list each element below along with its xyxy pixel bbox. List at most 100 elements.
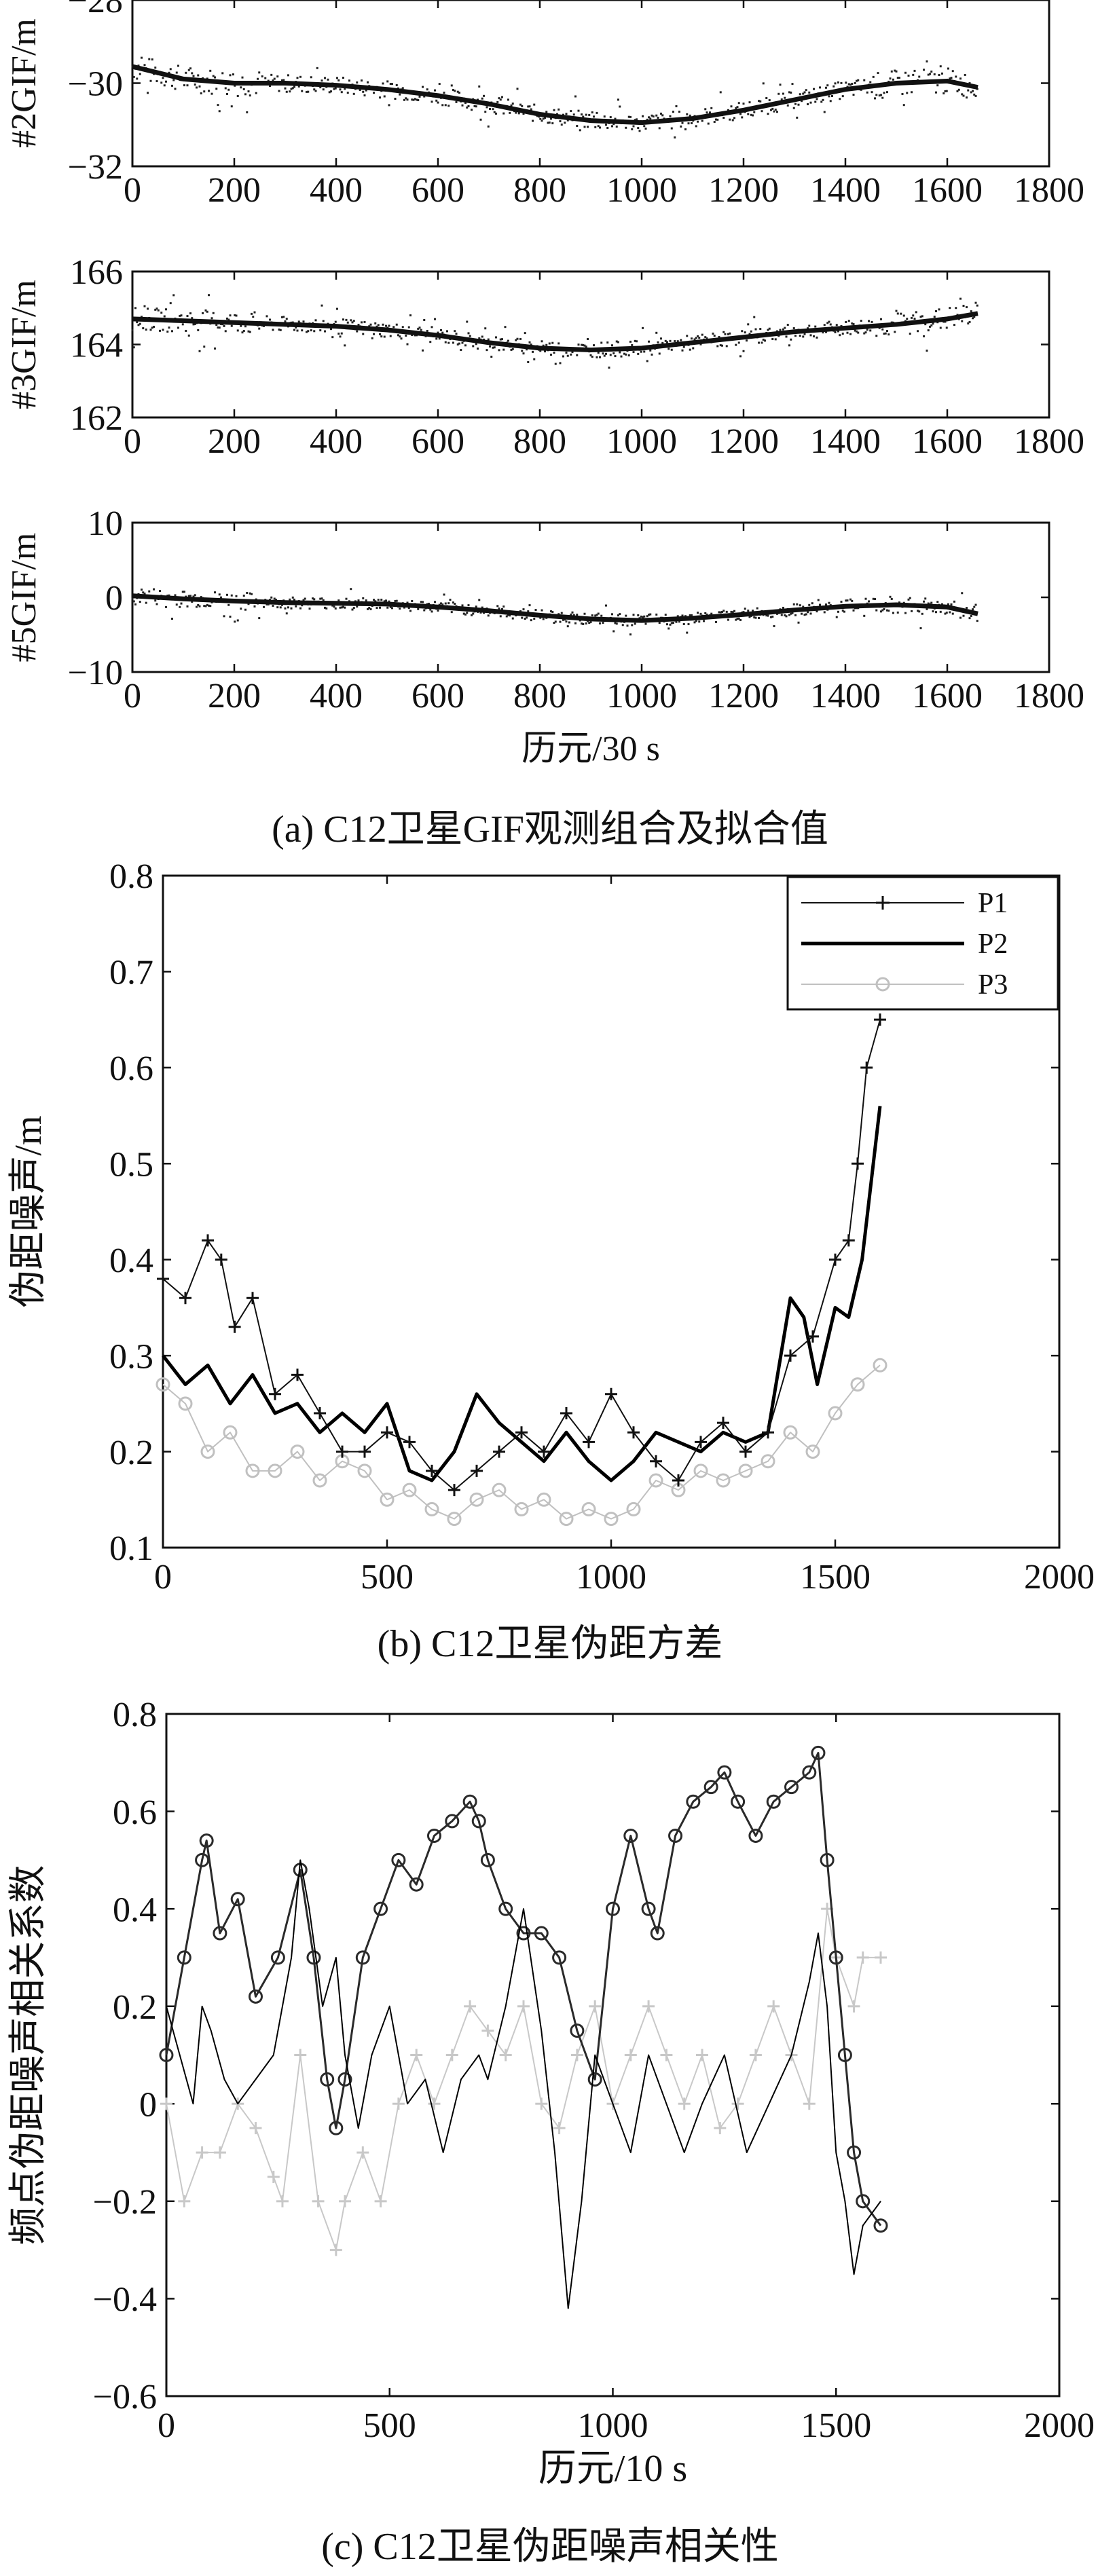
scatter-point (180, 602, 183, 605)
scatter-point (240, 324, 242, 327)
scatter-point (191, 600, 194, 603)
scatter-point (403, 606, 405, 609)
x-tick-label: 400 (310, 677, 363, 715)
scatter-point (967, 89, 970, 92)
scatter-point (822, 98, 824, 101)
x-tick-label: 1200 (708, 677, 779, 715)
scatter-point (906, 318, 909, 320)
scatter-point (244, 608, 246, 611)
scatter-point (131, 329, 134, 332)
scatter-point (660, 337, 662, 340)
scatter-point (191, 72, 194, 75)
scatter-point (340, 332, 343, 335)
scatter-point (399, 608, 401, 610)
scatter-point (211, 317, 213, 320)
scatter-point (386, 80, 389, 83)
scatter-point (208, 90, 210, 92)
scatter-point (629, 340, 632, 343)
scatter-point (643, 615, 646, 618)
scatter-point (359, 88, 361, 91)
circle-marker (373, 1901, 388, 1916)
scatter-point (160, 312, 163, 314)
scatter-point (611, 613, 613, 616)
scatter-point (307, 330, 310, 333)
x-tick-label: 1000 (576, 1558, 646, 1597)
scatter-point (454, 90, 456, 92)
scatter-point (440, 602, 442, 605)
scatter-point (715, 118, 717, 121)
plus-marker (660, 2049, 673, 2061)
scatter-point (455, 100, 458, 103)
plus-marker (589, 2000, 602, 2013)
scatter-point (648, 116, 650, 119)
scatter-point (780, 98, 783, 101)
scatter-point (655, 613, 658, 616)
scatter-point (808, 603, 811, 606)
scatter-point (220, 596, 222, 599)
circle-marker (604, 1512, 619, 1527)
scatter-point (422, 86, 424, 88)
scatter-point (814, 100, 817, 103)
scatter-point (959, 616, 962, 619)
scatter-point (950, 77, 953, 79)
scatter-point (901, 92, 904, 95)
scatter-point (868, 320, 870, 322)
y-tick-label: 164 (70, 326, 123, 365)
scatter-point (443, 593, 445, 596)
scatter-point (765, 97, 768, 100)
scatter-point (776, 111, 778, 113)
scatter-point (892, 612, 894, 614)
scatter-point (475, 105, 477, 108)
scatter-point (538, 115, 540, 118)
series-line (162, 1106, 882, 1482)
circle-marker (469, 1492, 484, 1507)
circle-marker (783, 1425, 798, 1440)
scatter-point (297, 85, 300, 88)
scatter-point (684, 615, 687, 618)
scatter-point (461, 604, 464, 607)
y-tick-label: 0.5 (109, 1145, 153, 1184)
scatter-point (444, 104, 447, 107)
scatter-point (941, 603, 943, 605)
scatter-point (417, 327, 420, 330)
scatter-point (623, 352, 625, 355)
scatter-point (866, 91, 868, 94)
scatter-point (395, 84, 398, 87)
scatter-point (689, 114, 691, 117)
scatter-point (212, 75, 215, 77)
y-tick-label: 0.7 (109, 954, 153, 992)
scatter-point (337, 333, 340, 335)
circle-marker (686, 1794, 701, 1809)
scatter-point (247, 603, 250, 605)
scatter-point (553, 352, 555, 354)
scatter-point (530, 343, 532, 346)
scatter-point (310, 76, 312, 79)
scatter-point (454, 330, 456, 333)
scatter-point (444, 341, 447, 343)
scatter-point (964, 73, 966, 76)
scatter-point (692, 347, 695, 350)
scatter-point (434, 318, 436, 320)
scatter-point (849, 333, 852, 335)
scatter-point (779, 83, 782, 86)
scatter-point (919, 316, 922, 318)
x-tick-label: 1800 (1014, 677, 1084, 715)
x-tick-label: 400 (310, 171, 363, 210)
scatter-point (496, 100, 499, 103)
scatter-point (572, 614, 575, 616)
scatter-point (279, 329, 282, 331)
scatter-point (229, 74, 232, 77)
scatter-point (672, 111, 674, 113)
plus-marker (875, 1951, 887, 1964)
scatter-point (181, 591, 184, 593)
scatter-point (919, 627, 922, 630)
plus-marker (356, 2146, 369, 2159)
scatter-point (816, 98, 818, 100)
scatter-point (528, 105, 531, 108)
scatter-point (196, 86, 198, 89)
scatter-point (816, 610, 818, 613)
scatter-point (869, 81, 872, 83)
scatter-point (574, 95, 577, 98)
scatter-point (930, 70, 933, 73)
scatter-point (516, 88, 519, 90)
